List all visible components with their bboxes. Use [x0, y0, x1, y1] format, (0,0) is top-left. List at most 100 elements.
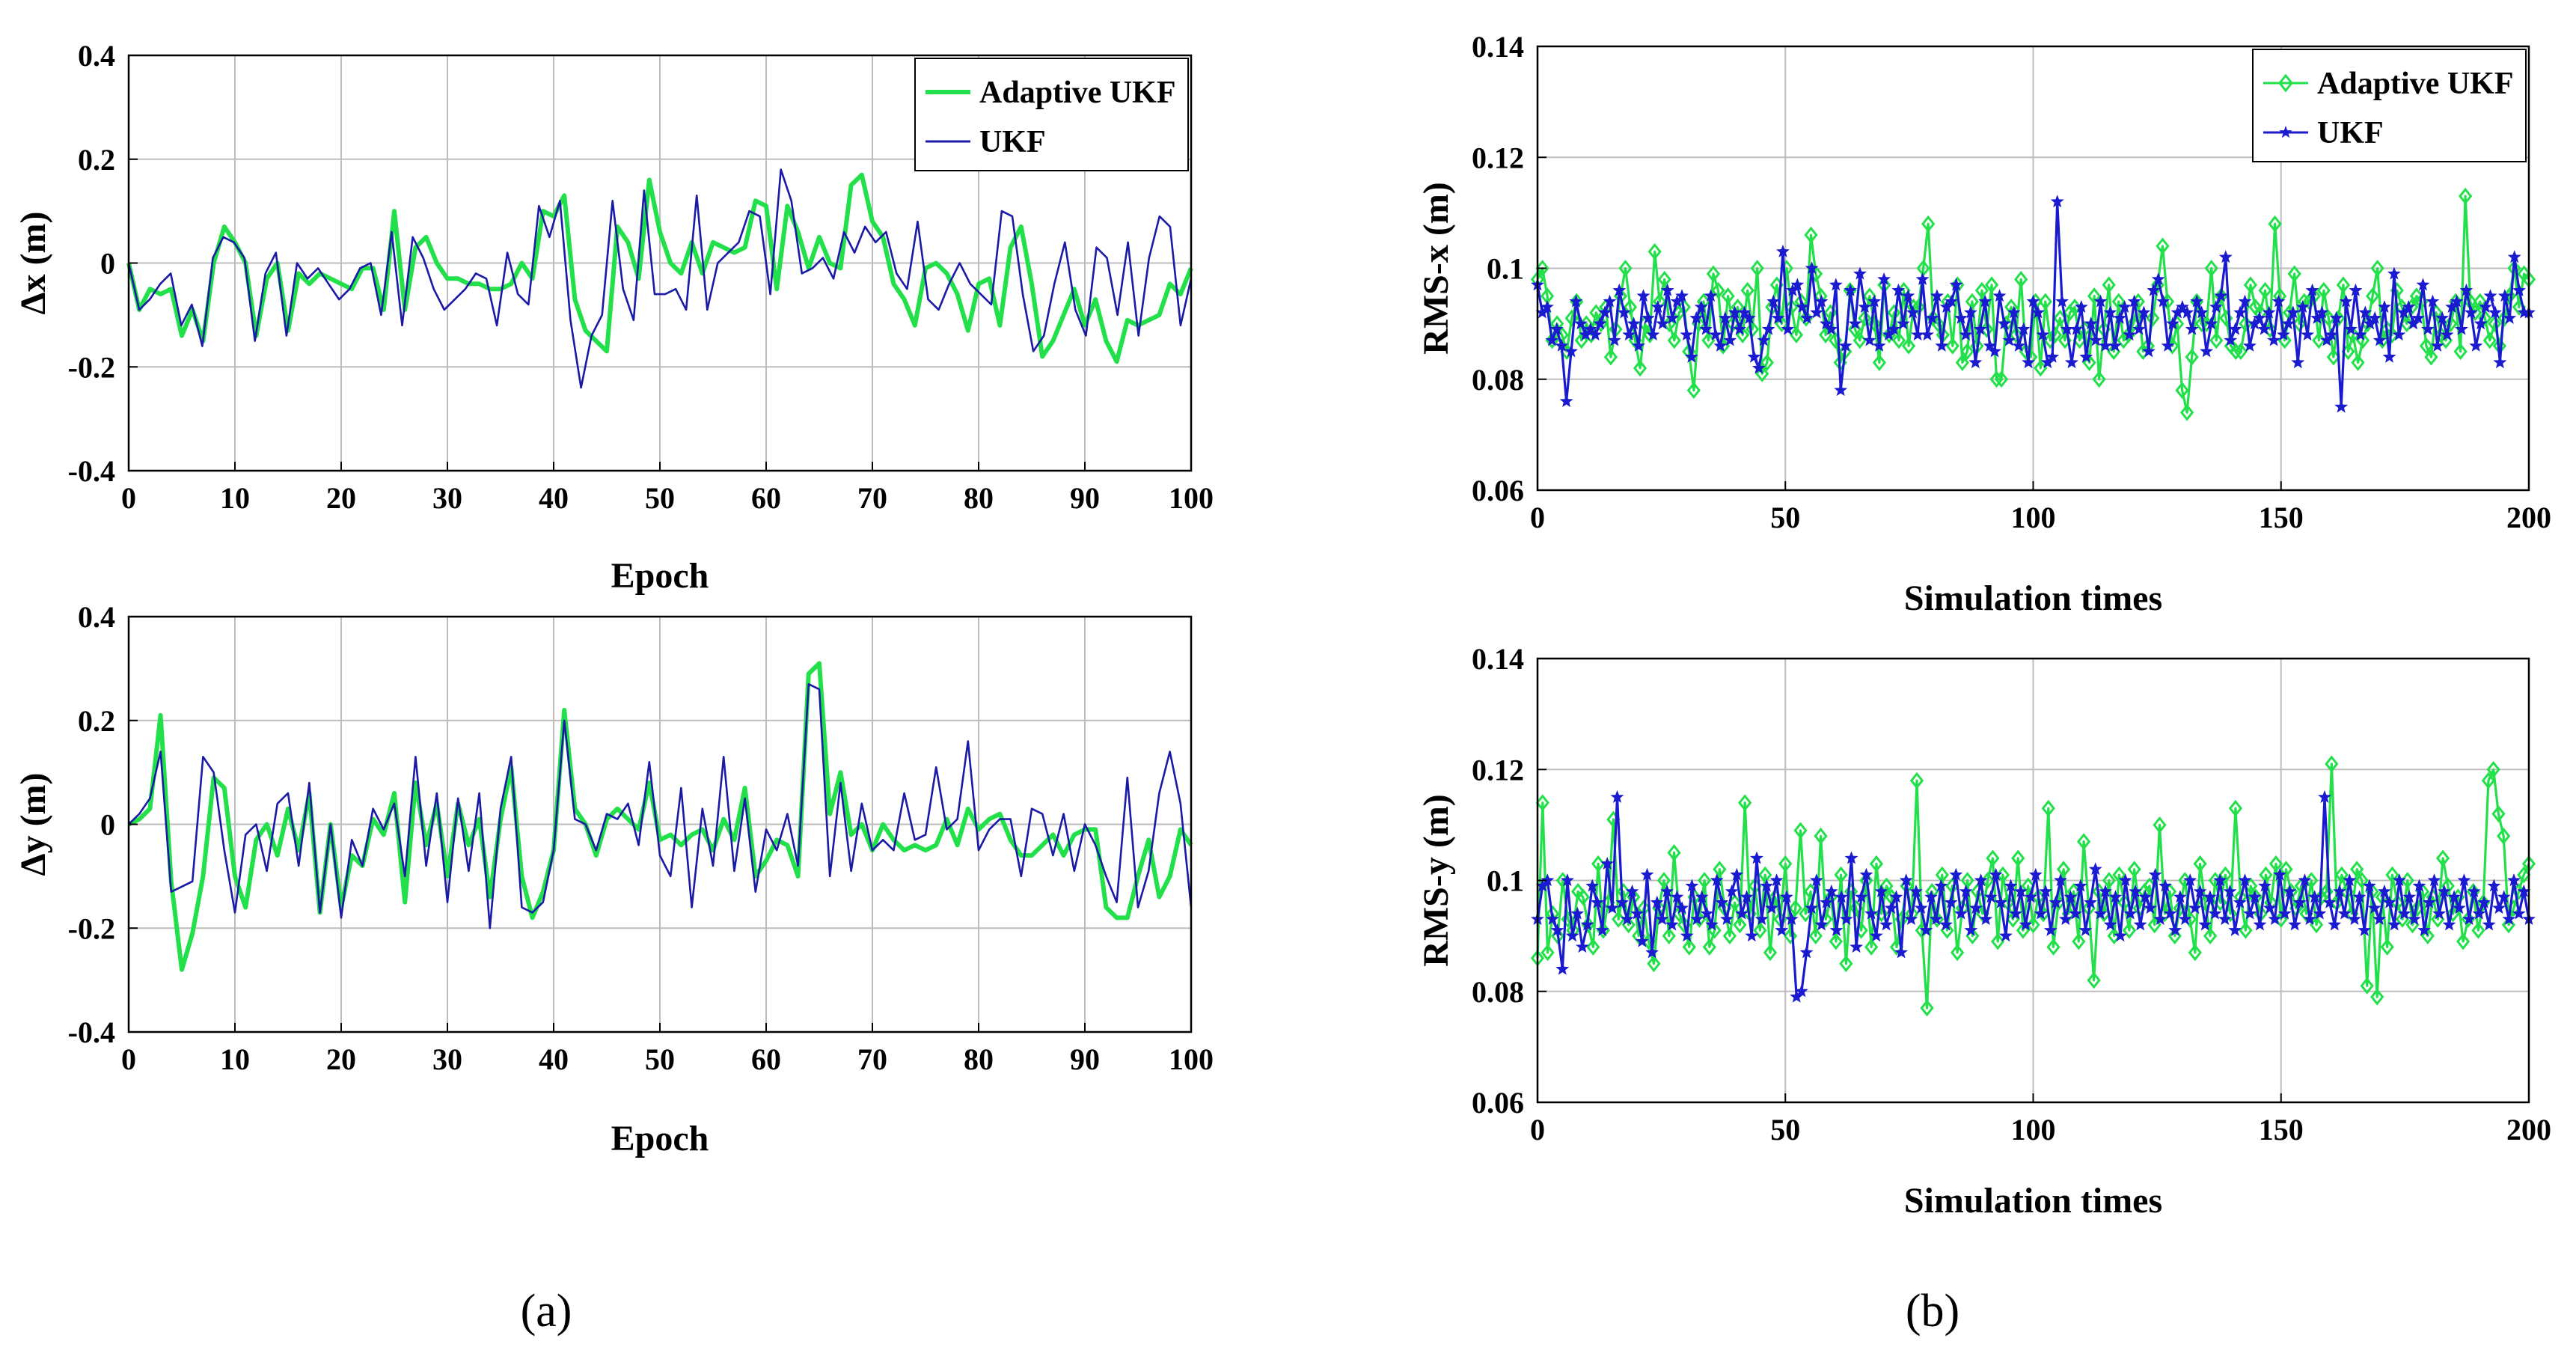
- data-point: [2262, 305, 2276, 319]
- data-point: [1994, 370, 2009, 388]
- data-point: [1939, 300, 1954, 314]
- data-point: [1535, 794, 1549, 812]
- data-point: [2031, 305, 2045, 319]
- data-point: [1550, 923, 1564, 936]
- data-point: [1859, 872, 1873, 889]
- data-point: [2452, 901, 2466, 914]
- data-point: [1754, 912, 1769, 926]
- data-point: [2054, 873, 2067, 887]
- legend: Adaptive UKF UKF: [2252, 49, 2527, 162]
- data-point: [1872, 354, 1887, 371]
- data-point: [2281, 317, 2295, 330]
- y-tick-label: 0.08: [1472, 363, 1524, 397]
- data-point: [2488, 315, 2502, 333]
- data-point: [2175, 300, 2189, 314]
- x-tick-label: 100: [1169, 1042, 1214, 1076]
- data-point: [1973, 322, 1987, 335]
- chart-dy: 0 10 20 30 40 50 60 70 80 90 100 -0.4 -0.2 0 0.2 0.4 Epo…: [13, 600, 1214, 1158]
- data-point: [2064, 355, 2078, 369]
- data-point: [2316, 281, 2331, 299]
- data-point: [1838, 338, 1853, 352]
- data-point: [2147, 283, 2161, 296]
- data-point: [1745, 929, 1759, 942]
- data-point: [1853, 266, 1867, 280]
- data-point: [2127, 294, 2141, 308]
- data-point: [1795, 300, 1809, 314]
- data-point: [2377, 884, 2391, 897]
- data-point: [2056, 861, 2071, 879]
- x-tick-label: 0: [1530, 1113, 1545, 1146]
- data-point: [2117, 300, 2132, 314]
- data-point: [1869, 855, 1884, 873]
- data-point: [2459, 187, 2473, 205]
- data-point: [1884, 901, 1898, 914]
- data-point: [2084, 895, 2098, 908]
- data-point: [1805, 901, 1819, 914]
- data-point: [2387, 266, 2401, 280]
- data-point: [2036, 328, 2050, 341]
- data-point: [2108, 890, 2123, 903]
- data-point: [1647, 955, 1661, 973]
- data-point: [2450, 294, 2464, 308]
- data-point: [2397, 906, 2411, 920]
- data-point: [2002, 333, 2016, 346]
- data-point: [1930, 289, 1944, 302]
- data-point: [2228, 923, 2242, 936]
- data-point: [1605, 901, 1619, 914]
- data-point: [1737, 305, 1752, 319]
- data-point: [1862, 287, 1876, 305]
- data-point: [1901, 337, 1916, 355]
- x-tick-label: 100: [2011, 1113, 2056, 1146]
- x-tick-label: 40: [539, 481, 569, 515]
- data-point: [1758, 866, 1772, 884]
- data-point: [2102, 872, 2117, 889]
- x-tick-label: 70: [857, 481, 887, 515]
- x-tick-label: 200: [2506, 501, 2551, 534]
- data-point: [2417, 923, 2432, 936]
- data-point: [1764, 901, 1778, 914]
- data-point: [2435, 311, 2450, 324]
- data-point: [1949, 867, 1963, 881]
- data-point: [1882, 328, 1896, 341]
- data-point: [2268, 215, 2282, 233]
- legend-box: [2252, 49, 2527, 162]
- data-point: [2482, 332, 2497, 349]
- data-point: [1570, 906, 1585, 920]
- data-point: [2445, 300, 2459, 314]
- data-point: [2348, 912, 2361, 926]
- data-point: [1689, 311, 1704, 324]
- data-point: [2370, 988, 2384, 1006]
- data-point: [1733, 916, 1747, 934]
- data-point: [2151, 272, 2165, 285]
- data-point: [1738, 794, 1752, 812]
- data-point: [2435, 849, 2450, 867]
- data-point: [1743, 311, 1756, 324]
- data-point: [2041, 799, 2055, 817]
- data-point: [2362, 879, 2376, 892]
- data-point: [2464, 305, 2478, 319]
- data-point: [2469, 338, 2483, 352]
- data-point: [1974, 281, 1989, 299]
- chart-rmsy: 0 50 100 150 200 0.06 0.08 0.1 0.12 0.14 Simulatio…: [1416, 642, 2551, 1221]
- x-tick-label: 80: [964, 481, 994, 515]
- data-point: [2318, 790, 2331, 803]
- data-point: [1705, 917, 1719, 931]
- data-point: [2283, 884, 2297, 897]
- data-point: [2194, 315, 2209, 333]
- data-point: [2292, 895, 2307, 908]
- data-point: [2024, 890, 2038, 903]
- data-point: [1670, 890, 1684, 903]
- data-point: [2370, 260, 2384, 277]
- data-point: [2009, 326, 2023, 343]
- data-point: [1625, 884, 1639, 897]
- data-point: [1954, 311, 1968, 324]
- data-point: [1632, 338, 1646, 352]
- data-point: [2218, 866, 2233, 884]
- data-point: [2049, 895, 2063, 908]
- data-point: [1704, 289, 1718, 302]
- data-point: [1640, 867, 1654, 881]
- data-point: [2350, 861, 2364, 879]
- data-point: [2349, 283, 2363, 296]
- data-point: [2208, 906, 2222, 920]
- data-point: [2239, 315, 2253, 333]
